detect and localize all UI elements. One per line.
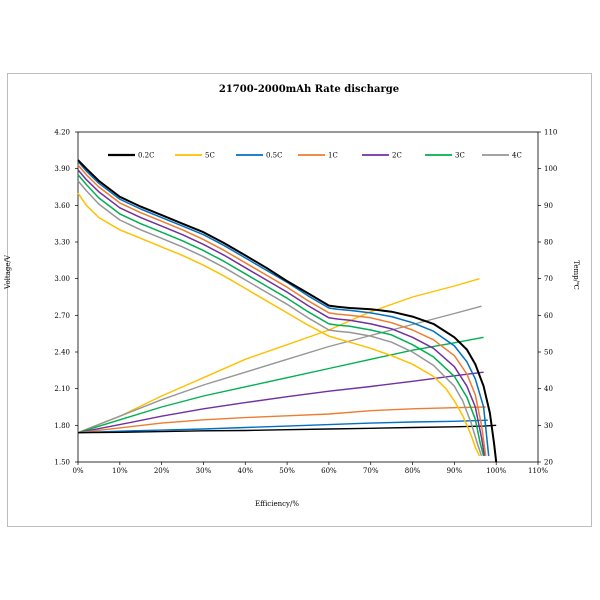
x-tick-label: 110% <box>528 467 548 475</box>
legend-label-1c: 1C <box>328 152 338 160</box>
y-right-tick-label: 90 <box>544 202 553 210</box>
temp-line-5c <box>77 278 480 434</box>
chart-title: 21700-2000mAh Rate discharge <box>219 84 399 95</box>
x-tick-label: 80% <box>405 467 421 475</box>
plot-area-border <box>77 131 539 463</box>
y-right-tick-label: 20 <box>544 459 553 467</box>
y-right-tick-label: 40 <box>544 385 553 393</box>
y-left-tick-label: 2.70 <box>54 312 70 320</box>
voltage-line-5c <box>77 192 481 457</box>
legend-label-0-5c: 0.5C <box>266 152 283 160</box>
legend-label-0-2c: 0.2C <box>138 152 155 160</box>
y-left-tick-label: 3.60 <box>54 202 70 210</box>
legend-label-5c: 5C <box>205 152 215 160</box>
voltage-line-0-5c <box>77 160 490 456</box>
legend-label-2c: 2C <box>392 152 402 160</box>
y-left-tick-label: 3.00 <box>54 275 70 283</box>
x-tick-label: 30% <box>196 467 212 475</box>
y-left-tick-label: 3.30 <box>54 239 70 247</box>
y-right-tick-label: 80 <box>544 239 553 247</box>
x-tick-label: 50% <box>279 467 295 475</box>
y-left-tick-label: 2.40 <box>54 349 70 357</box>
y-left-tick-label: 1.80 <box>54 422 70 430</box>
temp-line-1c <box>77 406 486 434</box>
temp-line-0-2c <box>77 424 497 434</box>
temp-line-0-5c <box>77 419 488 434</box>
y-right-tick-label: 100 <box>544 165 557 173</box>
x-tick-label: 0% <box>72 467 83 475</box>
x-tick-label: 70% <box>363 467 379 475</box>
x-tick-label: 10% <box>112 467 128 475</box>
y-axis-right-title: Temp/℃ <box>572 260 580 290</box>
x-tick-label: 20% <box>154 467 170 475</box>
y-left-tick-label: 2.10 <box>54 385 70 393</box>
voltage-line-1c <box>77 164 487 457</box>
y-left-tick-label: 1.50 <box>54 459 70 467</box>
voltage-line-0-2c <box>77 159 498 463</box>
series-layer <box>77 159 498 463</box>
legend: 0.2C 5C 0.5C 1C 2C 3C 4C <box>108 152 522 160</box>
y-right-tick-label: 70 <box>544 275 553 283</box>
y-right-tick-label: 60 <box>544 312 553 320</box>
y-left-tick-label: 4.20 <box>54 129 70 137</box>
chart-frame <box>7 73 592 527</box>
voltage-line-4c <box>77 180 483 457</box>
x-tick-label: 40% <box>237 467 253 475</box>
temp-line-2c <box>77 371 484 434</box>
axes: 0% 10% 20% 30% 40% 50% 60% 70% 80% 90% 100% 110% 1.5… <box>54 129 557 476</box>
y-left-tick-label: 3.90 <box>54 165 70 173</box>
x-axis-title: Efficiency/% <box>255 500 299 508</box>
x-tick-label: 90% <box>447 467 463 475</box>
temp-line-3c <box>77 336 484 434</box>
voltage-line-2c <box>77 169 486 457</box>
y-right-tick-label: 50 <box>544 349 553 357</box>
voltage-line-3c <box>77 174 485 457</box>
y-right-tick-label: 110 <box>544 129 557 137</box>
x-tick-label: 100% <box>486 467 506 475</box>
y-right-tick-label: 30 <box>544 422 553 430</box>
x-tick-label: 60% <box>321 467 337 475</box>
legend-label-3c: 3C <box>455 152 465 160</box>
legend-label-4c: 4C <box>512 152 522 160</box>
y-axis-left-title: Voltage/V <box>4 254 12 290</box>
